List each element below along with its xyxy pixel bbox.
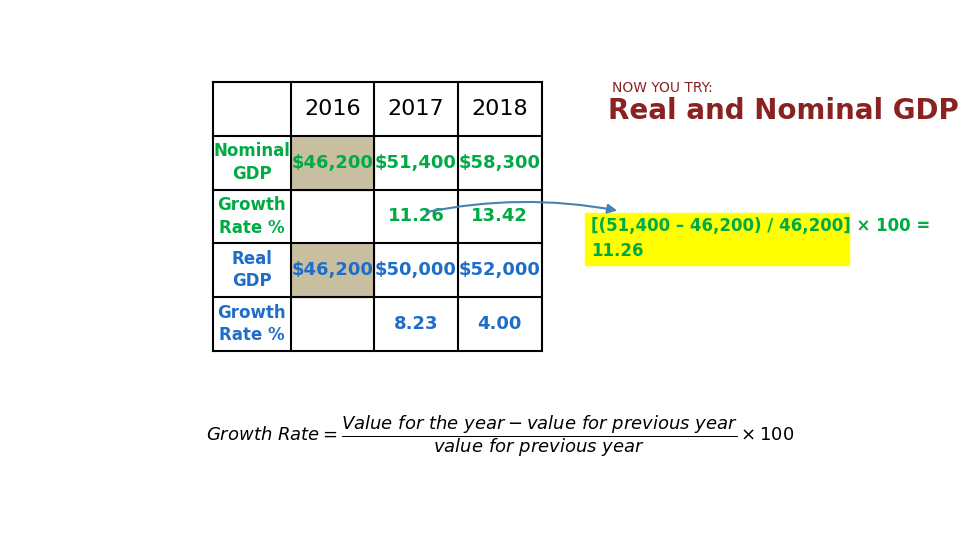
Text: 11.26: 11.26 <box>388 207 444 226</box>
Text: $\mathit{Growth\ Rate} = \dfrac{\mathit{Value\ for\ the\ year} - \mathit{value\ : $\mathit{Growth\ Rate} = \dfrac{\mathit{… <box>205 413 794 459</box>
Text: $46,200: $46,200 <box>292 153 373 172</box>
Text: $51,400: $51,400 <box>375 153 457 172</box>
Text: $52,000: $52,000 <box>459 261 540 279</box>
Text: 8.23: 8.23 <box>394 315 439 333</box>
Text: 2017: 2017 <box>388 99 444 119</box>
Text: $46,200: $46,200 <box>292 261 373 279</box>
Text: $58,300: $58,300 <box>459 153 540 172</box>
Text: $50,000: $50,000 <box>375 261 457 279</box>
Text: Growth
Rate %: Growth Rate % <box>217 197 286 237</box>
Text: 2016: 2016 <box>304 99 361 119</box>
Text: Nominal
GDP: Nominal GDP <box>213 143 290 183</box>
Text: Real and Nominal GDP: Real and Nominal GDP <box>609 97 959 125</box>
Text: 2018: 2018 <box>471 99 528 119</box>
FancyArrowPatch shape <box>426 202 614 213</box>
Text: NOW YOU TRY:: NOW YOU TRY: <box>612 81 713 95</box>
Text: [(51,400 – 46,200) / 46,200] × 100 =
11.26: [(51,400 – 46,200) / 46,200] × 100 = 11.… <box>591 217 930 260</box>
Text: 4.00: 4.00 <box>477 315 522 333</box>
Text: 13.42: 13.42 <box>471 207 528 226</box>
Text: Growth
Rate %: Growth Rate % <box>217 304 286 345</box>
Bar <box>291 136 374 190</box>
Bar <box>291 244 374 298</box>
Text: Real
GDP: Real GDP <box>231 250 273 291</box>
Bar <box>585 213 849 265</box>
